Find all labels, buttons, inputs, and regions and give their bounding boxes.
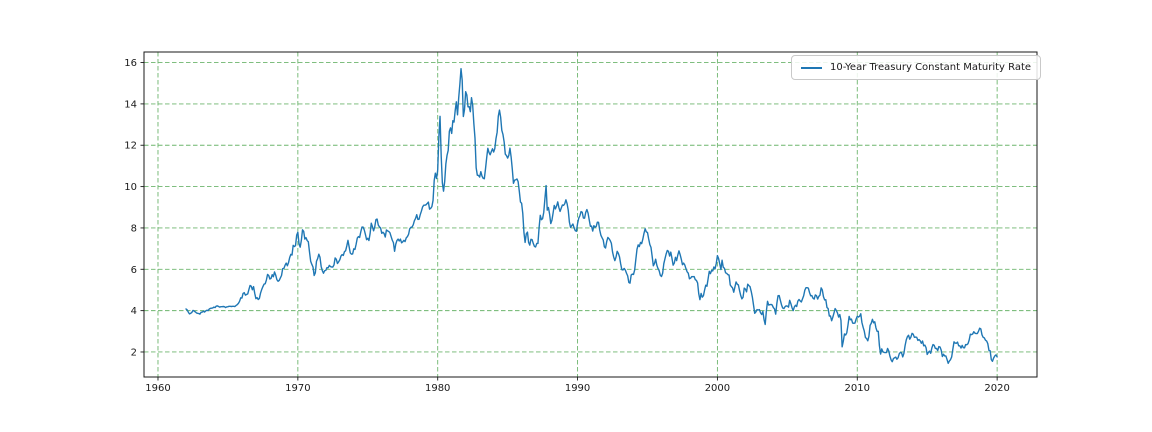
plot-border [143, 51, 1038, 378]
y-tick-label: 8 [131, 223, 137, 234]
x-tick-label: 1970 [285, 383, 310, 394]
x-tick-label: 1960 [145, 383, 170, 394]
y-tick-label: 12 [124, 141, 137, 152]
x-tick-label: 1990 [565, 383, 590, 394]
legend-line-sample [801, 66, 822, 69]
x-tick-label: 2020 [984, 383, 1009, 394]
y-tick-label: 2 [131, 347, 137, 358]
y-tick-label: 10 [124, 182, 137, 193]
y-tick-label: 6 [131, 265, 137, 276]
x-tick-label: 2010 [845, 383, 870, 394]
legend-label: 10-Year Treasury Constant Maturity Rate [830, 62, 1032, 73]
y-tick-label: 14 [124, 99, 137, 110]
x-tick-label: 1980 [425, 383, 450, 394]
y-tick-label: 16 [124, 58, 137, 69]
series-line-10-year-treasury [185, 68, 998, 365]
legend: 10-Year Treasury Constant Maturity Rate [791, 55, 1042, 80]
y-tick-label: 4 [131, 306, 137, 317]
x-tick-label: 2000 [705, 383, 730, 394]
